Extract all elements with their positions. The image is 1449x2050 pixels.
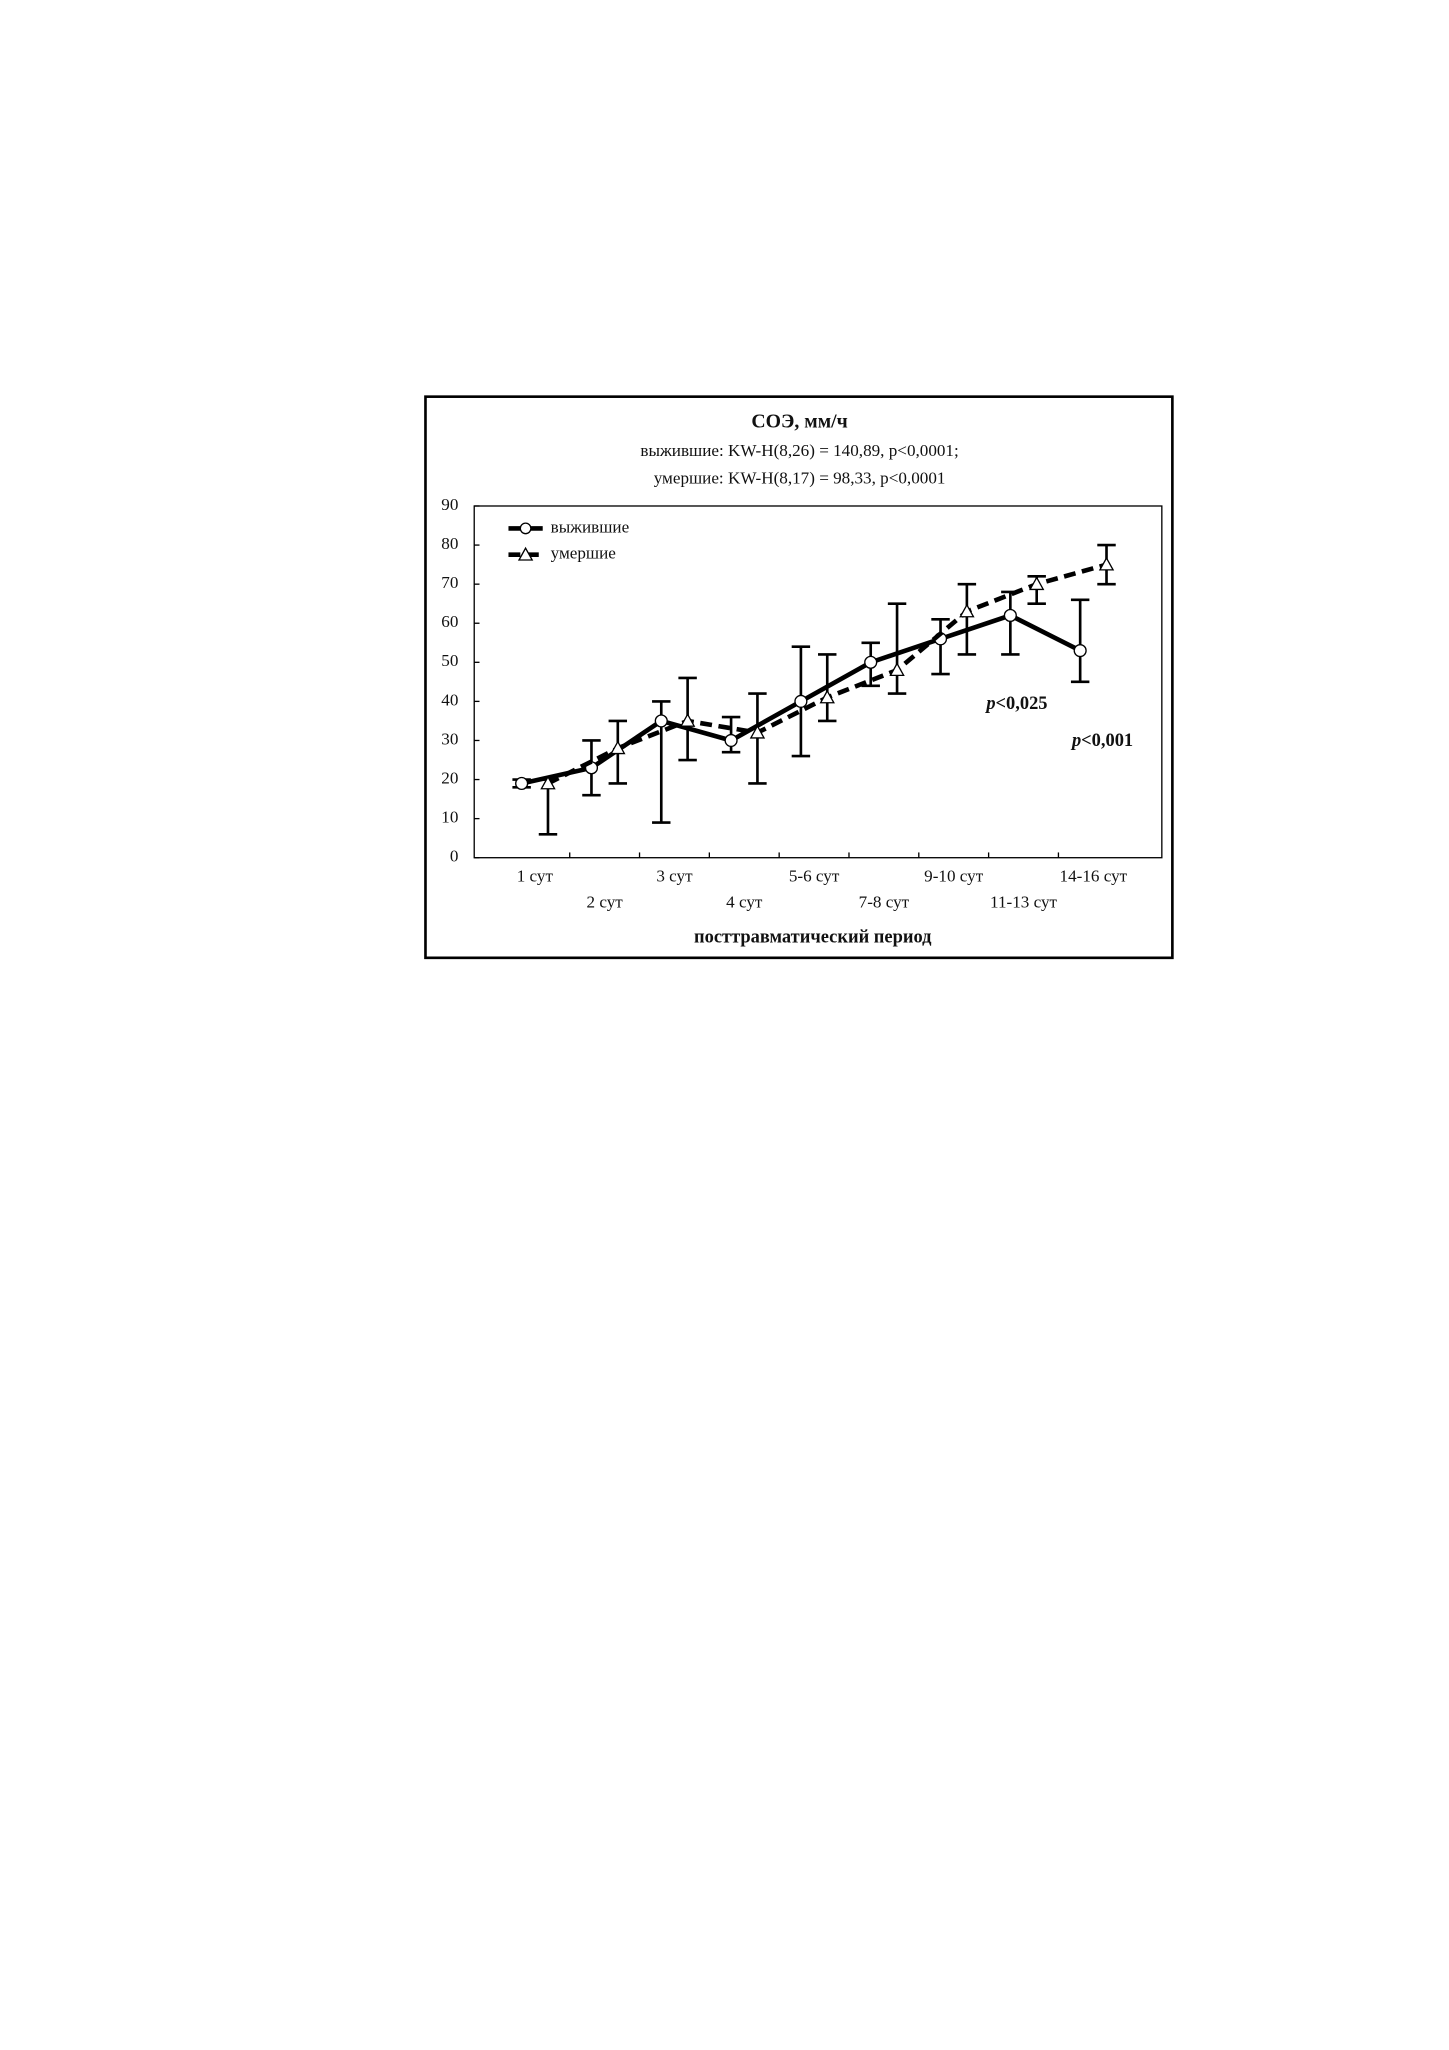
point [1003, 608, 1017, 623]
x-tick-label: 11-13 сут [990, 893, 1057, 912]
x-tick-label: 7-8 сут [859, 893, 910, 912]
point [959, 603, 975, 618]
legend-marker [517, 546, 534, 561]
subtitle: выжившие: KW-H(8,26) = 140,89, p<0,0001; [640, 441, 958, 460]
point [1073, 644, 1087, 658]
chart-title: СОЭ, мм/ч [751, 411, 847, 433]
point [889, 662, 905, 677]
legend-label: выжившие [551, 517, 630, 536]
y-tick-label: 50 [441, 651, 458, 670]
point [864, 655, 878, 669]
x-tick-label: 3 сут [656, 866, 693, 885]
point [1098, 556, 1115, 571]
x-tick-label: 5-6 сут [789, 866, 840, 885]
y-tick-label: 10 [441, 808, 458, 827]
annotation: p<0,025 [984, 693, 1047, 713]
x-tick-label: 4 сут [726, 893, 763, 912]
x-axis-label: посттравматический период [694, 926, 932, 946]
y-tick-label: 80 [441, 534, 458, 553]
point [679, 712, 696, 727]
x-tick-label: 2 сут [587, 893, 624, 912]
chart-frame [424, 395, 1174, 960]
point [819, 689, 835, 704]
y-tick-label: 60 [441, 612, 458, 631]
y-tick-label: 70 [441, 573, 458, 592]
point [540, 775, 556, 790]
y-tick-label: 40 [441, 690, 458, 709]
y-tick-label: 90 [441, 495, 458, 514]
y-tick-label: 20 [441, 768, 458, 787]
legend-marker [519, 522, 532, 535]
x-tick-label: 1 сут [517, 866, 554, 885]
point [724, 733, 738, 748]
point [515, 776, 529, 791]
point [1028, 576, 1045, 591]
plot-area [473, 505, 1163, 859]
subtitle: умершие: KW-H(8,17) = 98,33, p<0,0001 [654, 469, 946, 488]
x-tick-label: 14-16 сут [1060, 866, 1128, 885]
point [794, 694, 808, 708]
legend-label: умершие [551, 544, 616, 563]
y-tick-label: 0 [450, 847, 459, 866]
y-tick-label: 30 [441, 729, 458, 748]
x-tick-label: 9-10 сут [924, 866, 984, 885]
point [749, 724, 766, 739]
point [610, 740, 626, 755]
point [654, 714, 668, 728]
annotation: p<0,001 [1070, 730, 1133, 750]
